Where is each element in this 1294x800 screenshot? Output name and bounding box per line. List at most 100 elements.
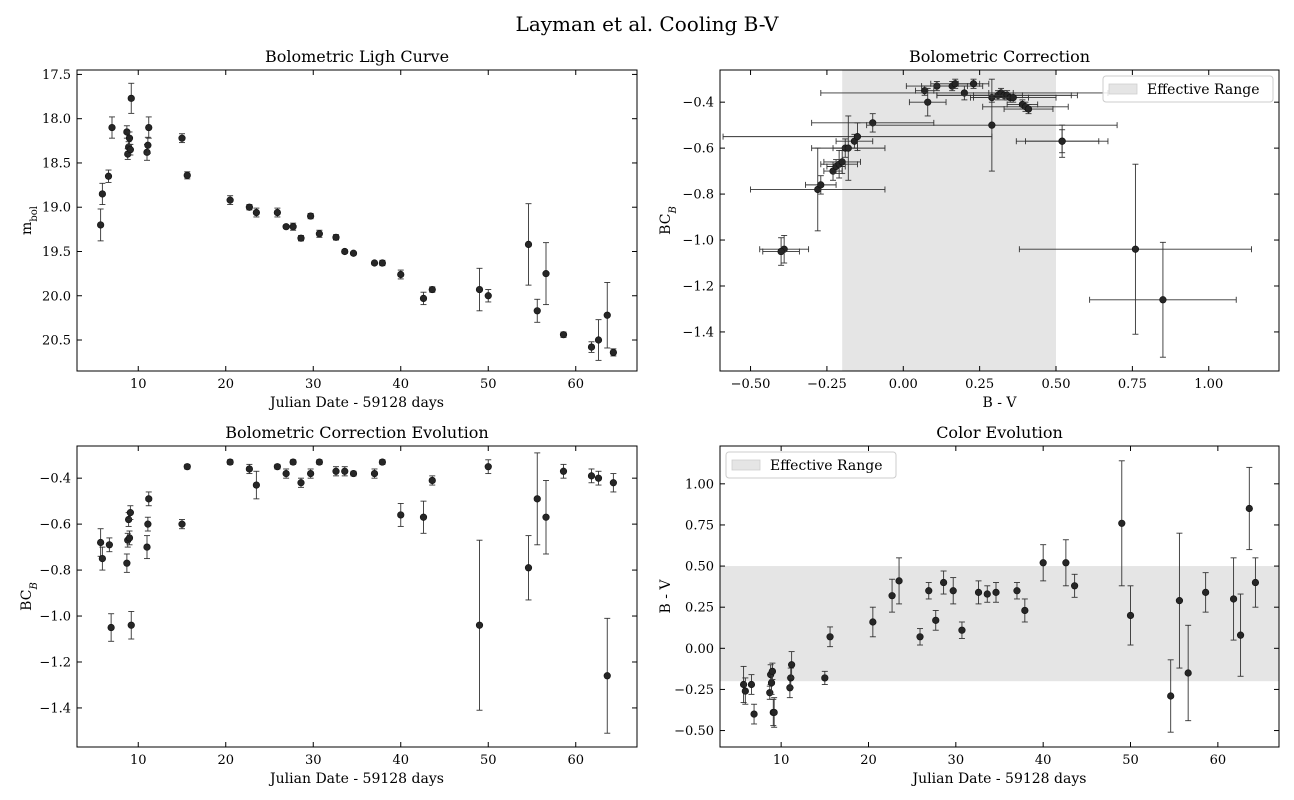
subplot-1: 10 20 30 40 50 60 17.5 18.0 18.5 19.0 19.5 20.0 20.5…: [19, 47, 638, 411]
data-point: [609, 473, 617, 493]
y-tick-label: 20.5: [42, 334, 71, 349]
data-marker: [273, 463, 281, 471]
y-tick-label: 0.50: [685, 560, 714, 575]
data-marker: [349, 469, 358, 478]
data-marker: [226, 458, 234, 466]
data-point: [428, 285, 436, 294]
data-point: [603, 282, 611, 349]
legend-box: [725, 451, 897, 479]
data-marker: [178, 134, 186, 142]
data-point: [594, 319, 603, 361]
y-tick-label: −1.2: [682, 279, 714, 294]
data-marker: [1039, 559, 1047, 567]
data-marker: [341, 467, 349, 475]
data-marker: [932, 616, 940, 624]
data-marker: [1251, 578, 1260, 587]
y-tick-label: −1.2: [39, 655, 71, 670]
data-point: [908, 87, 947, 117]
y-tick-label: −0.50: [674, 724, 714, 739]
data-point: [282, 468, 290, 479]
data-marker: [888, 592, 896, 600]
x-tick-label: 40: [392, 753, 409, 768]
data-point: [226, 195, 234, 206]
data-point: [315, 229, 323, 238]
data-point: [370, 259, 379, 267]
legend: Effective Range: [1102, 75, 1274, 103]
data-point: [105, 537, 113, 553]
data-point: [397, 502, 405, 527]
data-point: [826, 626, 834, 648]
data-point: [349, 249, 358, 257]
data-marker: [183, 171, 191, 179]
legend-label: Effective Range: [770, 458, 883, 474]
data-marker: [178, 520, 186, 528]
data-marker: [125, 534, 134, 542]
data-marker: [315, 230, 323, 238]
data-marker: [524, 564, 533, 572]
data-marker: [252, 481, 260, 489]
data-point: [144, 516, 152, 532]
y-tick-label: 18.0: [42, 112, 71, 127]
data-marker: [826, 633, 834, 641]
data-point: [594, 470, 603, 486]
x-tick-label: 30: [305, 753, 322, 768]
x-tick-label: 40: [1035, 753, 1052, 768]
data-marker: [817, 181, 825, 189]
data-marker: [1159, 296, 1167, 304]
legend-label: Effective Range: [1147, 82, 1260, 98]
data-point: [939, 570, 948, 595]
data-marker: [143, 148, 151, 156]
x-tick-label: 0.50: [1042, 377, 1071, 392]
legend: Effective Range: [725, 451, 897, 479]
data-marker: [143, 543, 151, 551]
data-series: [739, 460, 1260, 733]
data-point: [332, 233, 340, 241]
x-tick-label: 50: [1122, 753, 1139, 768]
data-marker: [1202, 588, 1210, 596]
data-marker: [992, 588, 1000, 596]
x-tick-label: 60: [567, 377, 584, 392]
subplot-4: 10 20 30 40 50 60 −0.50 −0.25 0.00 0.25 0.50 0.75 1.…: [658, 423, 1280, 787]
data-point: [788, 651, 796, 679]
data-point: [1167, 659, 1175, 733]
data-point: [759, 234, 810, 264]
data-point: [1251, 557, 1260, 608]
subplot-title: Bolometric Correction: [909, 47, 1090, 66]
x-tick-label: 50: [480, 753, 497, 768]
y-axis-label: BCB: [658, 206, 679, 235]
data-marker: [788, 661, 796, 669]
data-point: [145, 491, 153, 507]
data-point: [397, 269, 405, 280]
data-marker: [768, 667, 777, 675]
y-tick-label: −1.0: [682, 234, 714, 249]
data-marker: [609, 479, 617, 487]
data-marker: [378, 259, 386, 267]
data-marker: [484, 292, 492, 300]
data-point: [869, 606, 877, 638]
data-point: [1126, 585, 1135, 646]
data-marker: [289, 458, 297, 466]
data-point: [1118, 460, 1126, 587]
data-marker: [594, 474, 603, 482]
axes-frame: [76, 445, 638, 748]
y-axis-label: B - V: [658, 579, 674, 614]
data-point: [932, 610, 940, 631]
data-point: [524, 535, 533, 601]
data-point: [273, 207, 281, 218]
data-point: [1245, 466, 1253, 551]
data-point: [587, 468, 596, 484]
figure-title: Layman et al. Cooling B-V: [515, 12, 779, 36]
data-point: [587, 341, 596, 353]
data-marker: [307, 212, 315, 220]
axes-frame: [719, 445, 1280, 748]
data-marker: [125, 134, 134, 142]
data-marker: [1131, 245, 1140, 253]
data-point: [770, 697, 778, 728]
data-point: [1236, 593, 1245, 677]
data-point: [144, 136, 152, 154]
data-marker: [594, 336, 603, 344]
y-tick-label: 1.00: [685, 477, 714, 492]
subplot-title: Bolometric Ligh Curve: [265, 47, 449, 66]
data-marker: [1118, 519, 1126, 527]
data-marker: [559, 331, 568, 339]
